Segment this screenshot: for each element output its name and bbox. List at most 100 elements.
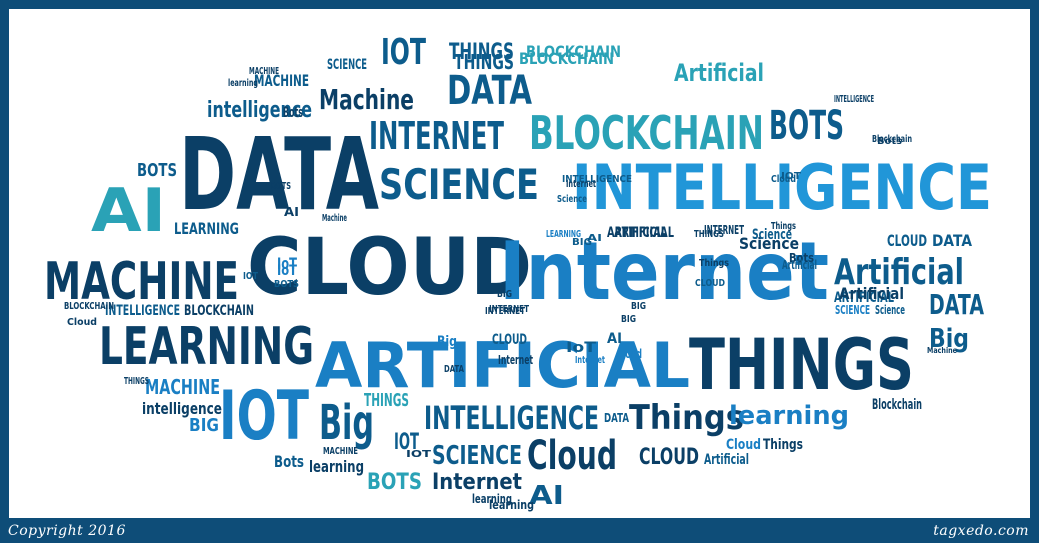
word-iot: IOT <box>381 32 426 73</box>
word-big: BIG <box>621 314 636 325</box>
word-cloud: Cloud <box>726 437 761 453</box>
word-machine: Machine <box>927 346 957 355</box>
word-cloud-canvas: DATA CLOUD Internet INTELLIGENCE ARTIFICIAL T… <box>9 9 1030 518</box>
word-things: THINGS <box>694 229 724 240</box>
word-data: DATA <box>929 288 984 321</box>
word-science: SCIENCE <box>327 57 367 73</box>
word-iot: IOT <box>781 171 801 182</box>
word-internet: INTERNET <box>704 223 744 237</box>
word-things: THINGS <box>449 40 514 65</box>
word-learning: LEARNING <box>99 317 314 377</box>
word-cloud: CLOUD <box>639 445 699 470</box>
word-things: Things <box>771 221 796 232</box>
word-artificial: ARTIFICIAL <box>607 225 667 241</box>
word-internet: INTERNET <box>489 304 529 315</box>
word-learning: LEARNING <box>546 229 581 240</box>
word-ai: AI <box>587 233 602 244</box>
word-internet: INTERNET <box>369 114 504 158</box>
word-things: Things <box>763 437 803 453</box>
word-internet: INTERNET <box>485 306 525 317</box>
word-blockchain: BLOCKCHAIN <box>526 42 621 61</box>
word-ai: AI <box>607 331 622 347</box>
word-things: THINGS <box>454 50 514 74</box>
word-learning: learning <box>472 492 512 506</box>
word-cloud: Cloud <box>67 317 97 328</box>
word-bots: BOTS <box>769 103 844 149</box>
word-cloud: DATA CLOUD Internet INTELLIGENCE ARTIFICIAL T… <box>9 9 1030 518</box>
word-artificial: Artificial <box>782 258 817 272</box>
word-ai: AI <box>91 176 166 246</box>
word-machine: MACHINE <box>44 252 239 312</box>
word-artificial: ARTIFICIAL <box>315 329 690 402</box>
word-bots: BOTS <box>137 160 177 181</box>
word-internet: Internet <box>566 179 596 190</box>
word-cloud: Cloud <box>771 174 796 185</box>
word-learning: learning <box>309 457 364 476</box>
word-data: DATA <box>444 364 464 375</box>
word-artificial: Artificial <box>704 452 749 468</box>
word-things: Things <box>629 398 744 438</box>
word-things: THINGS <box>689 324 914 406</box>
word-science: SCIENCE <box>835 303 870 317</box>
word-intelligence: intelligence <box>207 98 312 123</box>
word-blockchain: BLOCKCHAIN <box>64 301 114 312</box>
word-learning: learning <box>228 78 258 89</box>
word-cloud: CLOUD <box>695 278 725 289</box>
word-big: Big <box>319 395 374 451</box>
word-bots: Bots <box>877 136 902 147</box>
word-machine: MACHINE <box>323 446 358 457</box>
word-big: BIG <box>631 301 646 312</box>
word-blockchain: Blockchain <box>872 134 912 145</box>
word-science: SCIENCE <box>432 441 522 471</box>
word-big: Big <box>929 324 969 354</box>
word-cloud: CLOUD <box>492 332 527 348</box>
word-iot: IOT <box>406 449 431 460</box>
word-cloud: CLOUD <box>887 231 927 250</box>
word-bots: BOTS <box>274 279 299 290</box>
word-data: DATA <box>447 68 532 114</box>
word-science: Science <box>739 234 799 253</box>
word-cloud: CLOUD <box>247 223 532 313</box>
word-things: THINGS <box>364 390 409 411</box>
word-things: THINGS <box>124 376 149 387</box>
word-bots: BOTS <box>271 181 291 192</box>
word-internet: Internet <box>432 470 522 495</box>
word-machine: MACHINE <box>254 71 309 90</box>
word-data: DATA <box>604 411 630 425</box>
word-internet: Internet <box>575 355 605 366</box>
word-things: Things <box>699 258 729 269</box>
word-intelligence: intelligence <box>142 399 222 418</box>
word-data: DATA <box>932 231 973 250</box>
site-link[interactable]: tagxedo.com <box>933 523 1029 539</box>
word-learning: LEARNING <box>174 219 239 238</box>
word-artificial: Artificial <box>839 284 904 303</box>
word-blockchain: BLOCKCHAIN <box>184 303 254 319</box>
word-bots: BOTS <box>367 470 422 495</box>
word-science: Science <box>752 227 792 243</box>
word-ai: AI <box>529 481 564 511</box>
word-internet: Internet <box>499 225 829 318</box>
word-iot: IoT <box>277 263 297 279</box>
word-artificial: Artificial <box>674 59 764 87</box>
word-science: SCIENCE <box>379 160 539 209</box>
word-cloud: Cloud <box>617 347 642 361</box>
word-bots: Bots <box>789 251 814 265</box>
word-learning: learning <box>489 498 534 512</box>
word-blockchain: BLOCKCHAIN <box>519 49 614 68</box>
word-iot: IOT <box>243 271 258 282</box>
word-intelligence: INTELLIGENCE <box>834 94 874 105</box>
word-iot: IOT <box>394 430 419 455</box>
word-intelligence: INTELLIGENCE <box>424 399 599 437</box>
word-big: BIG <box>497 289 512 300</box>
word-artificial: Artificial <box>834 252 964 293</box>
word-blockchain: BLOCKCHAIN <box>529 106 764 160</box>
word-ai: AI <box>284 205 299 219</box>
word-iot: IoT <box>566 340 597 356</box>
word-big: BIG <box>189 415 219 436</box>
word-machine: MACHINE <box>145 375 220 399</box>
word-big: Big <box>437 334 457 350</box>
word-bots: Bots <box>283 105 303 121</box>
word-blockchain: Blockchain <box>872 397 922 413</box>
word-learning: learning <box>729 401 849 431</box>
